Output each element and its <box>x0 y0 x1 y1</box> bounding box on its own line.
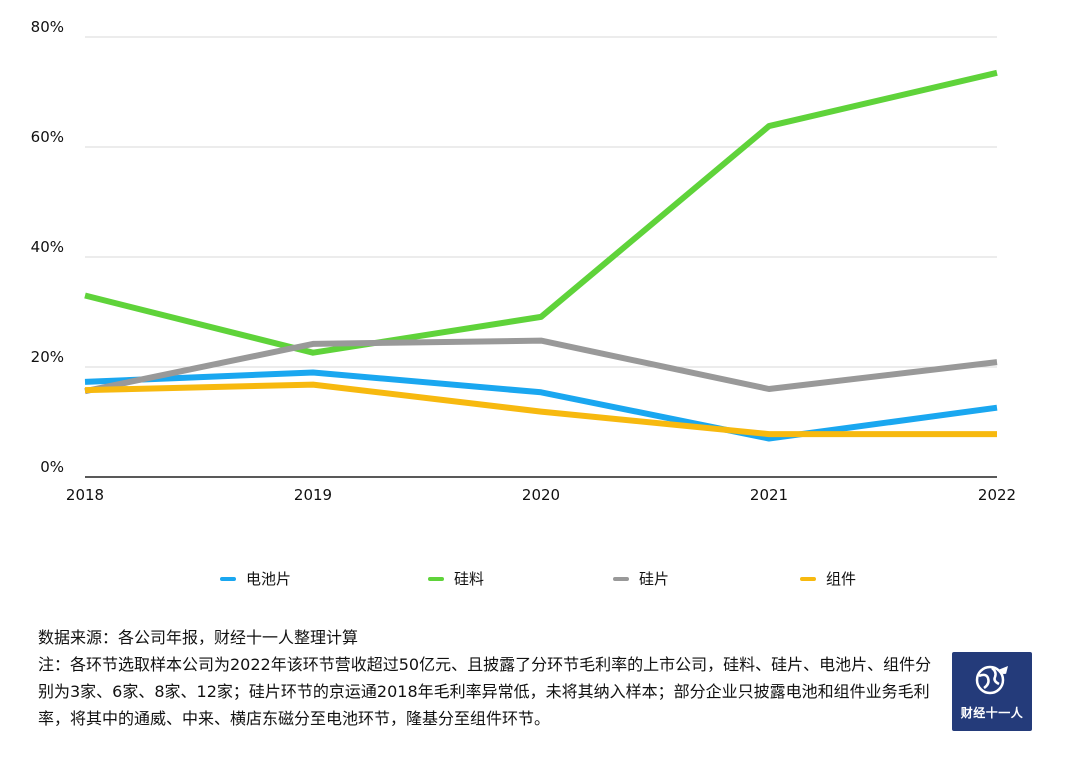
legend-swatch <box>220 576 236 581</box>
legend-item: 硅片 <box>613 568 669 589</box>
series-line-2 <box>84 337 998 395</box>
legend-swatch <box>613 576 629 581</box>
series-line-0 <box>84 369 998 442</box>
method-note: 注：各环节选取样本公司为2022年该环节营收超过50亿元、且披露了分环节毛利率的… <box>38 655 932 728</box>
source-note: 数据来源：各公司年报，财经十一人整理计算 <box>38 628 359 647</box>
footnotes: 数据来源：各公司年报，财经十一人整理计算 注：各环节选取样本公司为2022年该环… <box>38 624 938 732</box>
legend-label: 硅料 <box>454 570 485 588</box>
y-axis-ticks: 0% 20% 40% 60% 80% <box>31 18 64 476</box>
y-tick-label: 0% <box>40 458 64 476</box>
publisher-logo: 财经十一人 <box>952 652 1032 731</box>
legend-label: 硅片 <box>639 570 670 588</box>
legend-label: 组件 <box>826 570 857 588</box>
globe-icon <box>975 665 1008 695</box>
x-tick-label: 2021 <box>750 486 788 504</box>
y-tick-label: 60% <box>31 128 64 146</box>
gridlines <box>85 36 997 478</box>
series-lines <box>84 69 998 442</box>
y-tick-label: 40% <box>31 238 64 256</box>
legend-swatch <box>428 576 444 581</box>
x-tick-label: 2019 <box>294 486 332 504</box>
x-tick-label: 2018 <box>66 486 104 504</box>
legend-item: 硅料 <box>428 568 484 589</box>
legend-item: 组件 <box>800 568 856 589</box>
legend-swatch <box>800 576 816 581</box>
x-axis-ticks: 2018 2019 2020 2021 2022 <box>66 486 1016 504</box>
x-tick-label: 2022 <box>978 486 1016 504</box>
y-tick-label: 20% <box>31 348 64 366</box>
legend-label: 电池片 <box>246 570 292 588</box>
series-line-3 <box>84 381 997 438</box>
x-tick-label: 2020 <box>522 486 560 504</box>
series-line-1 <box>84 69 998 356</box>
legend-item: 电池片 <box>220 568 291 589</box>
logo-text: 财经十一人 <box>960 706 1024 720</box>
line-chart: 0% 20% 40% 60% 80% 2018 2019 2020 2021 2022 <box>31 18 1016 504</box>
y-tick-label: 80% <box>31 18 64 36</box>
legend: 电池片 硅料 硅片 组件 <box>0 568 1080 592</box>
